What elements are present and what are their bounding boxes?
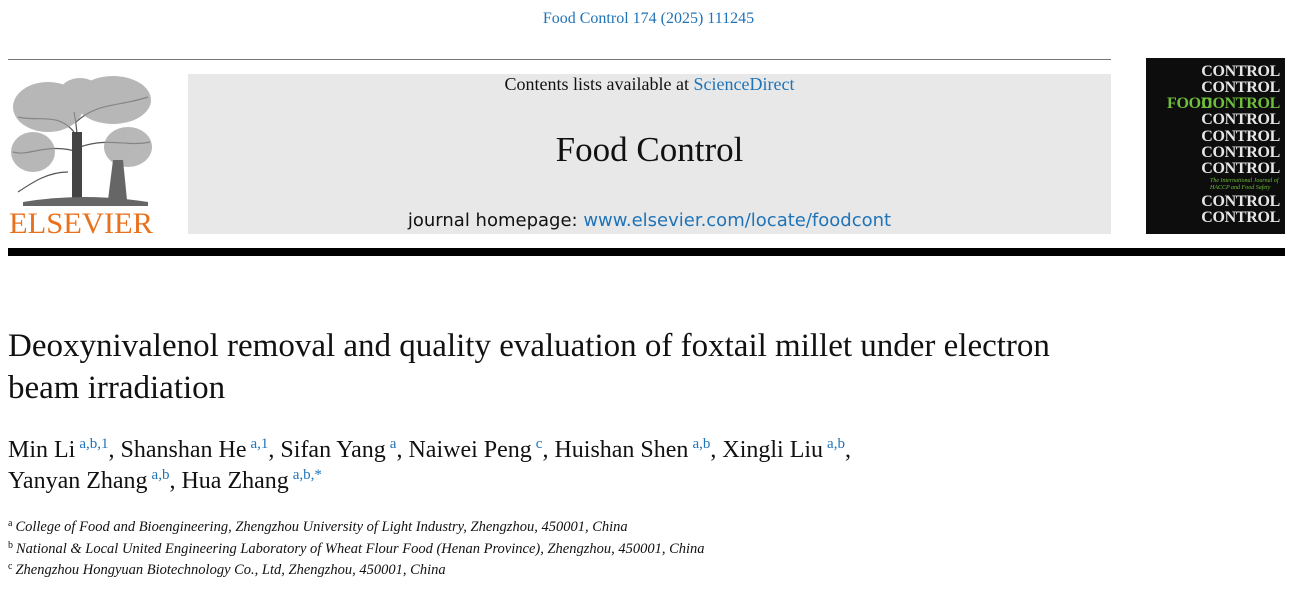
contents-line: Contents lists available at ScienceDirec… xyxy=(188,74,1111,95)
cover-word: CONTROL xyxy=(1201,193,1280,210)
sciencedirect-link[interactable]: ScienceDirect xyxy=(693,74,795,94)
affiliation-text: College of Food and Bioengineering, Zhen… xyxy=(15,519,628,535)
cover-food: FOOD xyxy=(1166,95,1212,112)
rule xyxy=(8,59,1111,60)
author-affiliation[interactable]: a,b,* xyxy=(292,467,322,483)
author-affiliation[interactable]: a,b,1 xyxy=(79,436,109,452)
author-name: Naiwei Peng xyxy=(408,437,532,463)
affiliation-text: National & Local United Engineering Labo… xyxy=(16,540,705,557)
author-affiliation[interactable]: a,b xyxy=(827,436,845,452)
author-list: Min Li a,b,1, Shanshan He a,1, Sifan Yang a… xyxy=(8,435,1108,497)
logo-text: ELSEVIER xyxy=(9,207,153,238)
author-separator: , xyxy=(169,468,176,494)
author-affiliation[interactable]: a,b xyxy=(151,467,170,483)
cover-word: CONTROL xyxy=(1201,128,1280,145)
affiliation: c Zhengzhou Hongyuan Biotechnology Co., L… xyxy=(8,560,705,582)
author-name: Yanyan Zhang xyxy=(8,468,148,494)
cover-word: CONTROL xyxy=(1201,79,1280,96)
affiliation-text: Zhengzhou Hongyuan Biotechnology Co., Lt… xyxy=(15,562,446,578)
author-separator: , xyxy=(108,437,115,463)
affiliation: a College of Food and Bioengineering, Zhe… xyxy=(8,517,705,539)
author-separator: , xyxy=(396,437,403,463)
author-separator: , xyxy=(844,437,851,463)
affiliation-label: a xyxy=(8,518,13,529)
cover-word: CONTROL xyxy=(1201,209,1280,226)
cover-word: CONTROL xyxy=(1201,95,1280,112)
homepage-line: journal homepage: www.elsevier.com/locat… xyxy=(188,210,1111,231)
publisher-logo: ELSEVIER xyxy=(9,76,153,238)
cover-word: CONTROL xyxy=(1201,111,1280,128)
author-name: Xingli Liu xyxy=(722,437,824,463)
header-bar xyxy=(8,248,1285,256)
author-separator: , xyxy=(542,437,549,463)
homepage-link[interactable]: www.elsevier.com/locate/foodcont xyxy=(583,210,892,231)
affiliation-label: c xyxy=(8,561,13,572)
author-name: Huishan Shen xyxy=(554,437,689,463)
author-name: Sifan Yang xyxy=(280,437,386,463)
author-affiliation[interactable]: a,1 xyxy=(250,436,269,452)
affiliation: b National & Local United Engineering Lab… xyxy=(8,539,705,561)
contents-prefix: Contents lists available at xyxy=(504,74,689,94)
author-separator: , xyxy=(268,437,275,463)
cover-word: CONTROL xyxy=(1201,160,1280,177)
homepage-prefix: journal homepage: xyxy=(407,210,578,231)
cover-subtitle: The International Journal of HACCP and F… xyxy=(1210,178,1279,191)
journal-banner: Contents lists available at ScienceDirec… xyxy=(188,74,1111,234)
author-name: Shanshan He xyxy=(120,437,247,463)
cover-word: CONTROL xyxy=(1201,144,1280,161)
author-name: Hua Zhang xyxy=(181,468,289,494)
affiliation-label: b xyxy=(8,539,13,551)
author-separator: , xyxy=(710,437,717,463)
journal-cover[interactable]: CONTROL CONTROL CONTROL CONTROL CONTROL CONTR… xyxy=(1146,58,1285,234)
cover-word: CONTROL xyxy=(1201,63,1280,80)
author-name: Min Li xyxy=(8,437,76,463)
affiliation-list: a College of Food and Bioengineering, Zhe… xyxy=(8,517,705,582)
author-affiliation[interactable]: a,b xyxy=(692,436,711,452)
author-affiliation[interactable]: a xyxy=(389,436,397,452)
article-title: Deoxynivalenol removal and quality evalu… xyxy=(8,328,1050,406)
author-affiliation[interactable]: c xyxy=(535,436,543,452)
journal-name: Food Control xyxy=(555,130,744,169)
citation[interactable]: Food Control 174 (2025) 111245 xyxy=(542,10,755,27)
